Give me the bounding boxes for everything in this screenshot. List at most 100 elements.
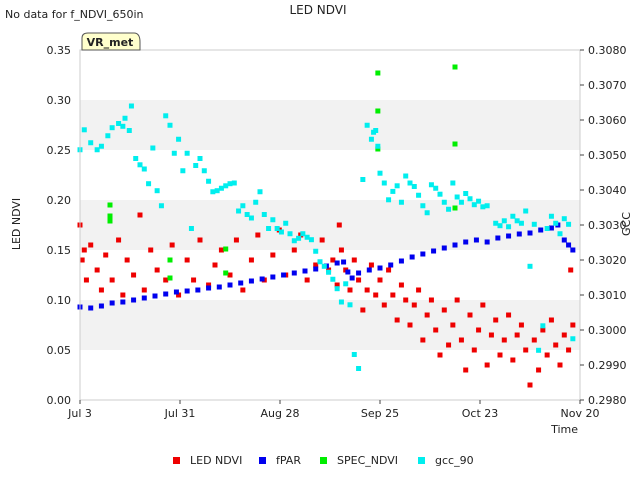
gcc-90-point — [497, 223, 503, 229]
spec-ndvi-point — [107, 218, 113, 224]
gcc-90-point — [313, 248, 319, 254]
led-ndvi-point — [386, 267, 392, 273]
series-layer — [77, 64, 576, 388]
led-ndvi-point — [510, 357, 516, 363]
gcc-90-point — [368, 136, 374, 142]
x-tick-label: Aug 28 — [261, 407, 300, 420]
gcc-90-point — [347, 302, 353, 308]
led-ndvi-point — [480, 302, 486, 308]
gcc-90-point — [523, 208, 529, 214]
gcc-90-point — [424, 210, 430, 216]
led-ndvi-point — [81, 247, 87, 253]
led-ndvi-point — [548, 317, 554, 323]
y2-tick-label: 0.3020 — [588, 254, 627, 267]
led-ndvi-point — [428, 297, 434, 303]
led-ndvi-point — [291, 247, 297, 253]
legend-swatch — [173, 457, 180, 464]
gcc-90-point — [321, 263, 327, 269]
fpar-point — [527, 230, 533, 236]
gcc-90-point — [557, 231, 563, 237]
series-fpar — [77, 222, 576, 311]
gcc-90-point — [351, 352, 357, 357]
led-ndvi-point — [233, 237, 239, 243]
led-ndvi-point — [248, 257, 254, 263]
y2-tick-label: 0.3060 — [588, 114, 627, 127]
gcc-90-point — [527, 263, 533, 269]
gcc-90-point — [197, 156, 203, 161]
gcc-90-point — [377, 170, 383, 176]
grid-band — [80, 350, 580, 400]
gcc-90-point — [137, 162, 143, 168]
gcc-90-point — [437, 191, 443, 197]
gcc-90-point — [133, 156, 139, 161]
gcc-90-point — [240, 203, 246, 209]
gcc-90-point — [158, 203, 164, 209]
gcc-90-point — [257, 189, 263, 195]
x-axis-ticks: Jul 3 Jul 31 Aug 28 Sep 25 Oct 23 Nov 20 — [67, 400, 599, 420]
led-ndvi-point — [488, 332, 494, 338]
fpar-point — [570, 247, 576, 253]
gcc-90-point — [446, 206, 452, 212]
x-tick-label: Oct 23 — [462, 407, 499, 420]
gcc-90-point — [122, 115, 128, 121]
gcc-90-point — [531, 221, 537, 227]
legend-label: LED NDVI — [190, 454, 242, 467]
led-ndvi-point — [506, 312, 512, 318]
gcc-90-point — [553, 220, 559, 226]
fpar-point — [206, 285, 212, 291]
led-ndvi-point — [351, 257, 357, 263]
gcc-90-point — [398, 199, 404, 205]
led-ndvi-point — [484, 362, 490, 368]
y-tick-label: 0.00 — [47, 394, 72, 407]
gcc-90-point — [308, 237, 314, 243]
gcc-90-point — [428, 182, 434, 188]
series-gcc-90 — [77, 103, 576, 371]
fpar-point — [248, 278, 254, 284]
legend-swatch — [259, 457, 266, 464]
gcc-90-point — [326, 269, 332, 275]
fpar-point — [98, 303, 104, 309]
led-ndvi-point — [566, 347, 572, 353]
spec-ndvi-point — [452, 64, 458, 70]
gcc-90-point — [510, 213, 516, 219]
gcc-90-point — [116, 121, 122, 126]
legend-label: SPEC_NDVI — [337, 454, 398, 467]
gcc-90-point — [441, 199, 447, 205]
led-ndvi-point — [313, 262, 319, 268]
fpar-point — [548, 225, 554, 231]
gcc-90-point — [150, 145, 156, 151]
gcc-90-point — [433, 185, 439, 191]
gcc-90-point — [126, 128, 132, 133]
gcc-90-point — [536, 347, 542, 353]
gcc-90-point — [514, 218, 520, 224]
led-ndvi-point — [356, 277, 362, 283]
led-ndvi-point — [360, 307, 366, 313]
fpar-point — [238, 280, 244, 286]
gcc-90-point — [283, 220, 289, 226]
gcc-90-point — [381, 180, 387, 186]
gcc-90-point — [540, 323, 546, 329]
y2-tick-label: 0.3000 — [588, 324, 627, 337]
gcc-90-point — [94, 147, 100, 153]
led-ndvi-point — [501, 337, 507, 343]
gcc-90-point — [248, 215, 254, 221]
led-ndvi-point — [420, 337, 426, 343]
led-ndvi-point — [493, 317, 499, 323]
gcc-90-point — [484, 203, 490, 209]
led-ndvi-point — [523, 347, 529, 353]
led-ndvi-point — [163, 277, 169, 283]
led-ndvi-point — [518, 322, 524, 328]
fpar-point — [88, 305, 94, 311]
grid-band — [80, 200, 580, 250]
gcc-90-point — [467, 196, 473, 202]
led-ndvi-point — [319, 237, 325, 243]
led-ndvi-point — [568, 267, 574, 273]
fpar-point — [484, 239, 490, 245]
gcc-90-point — [407, 180, 413, 186]
led-ndvi-point — [120, 292, 126, 298]
led-ndvi-point — [394, 317, 400, 323]
led-ndvi-point — [390, 292, 396, 298]
led-ndvi-point — [131, 272, 137, 278]
led-ndvi-point — [330, 257, 336, 263]
